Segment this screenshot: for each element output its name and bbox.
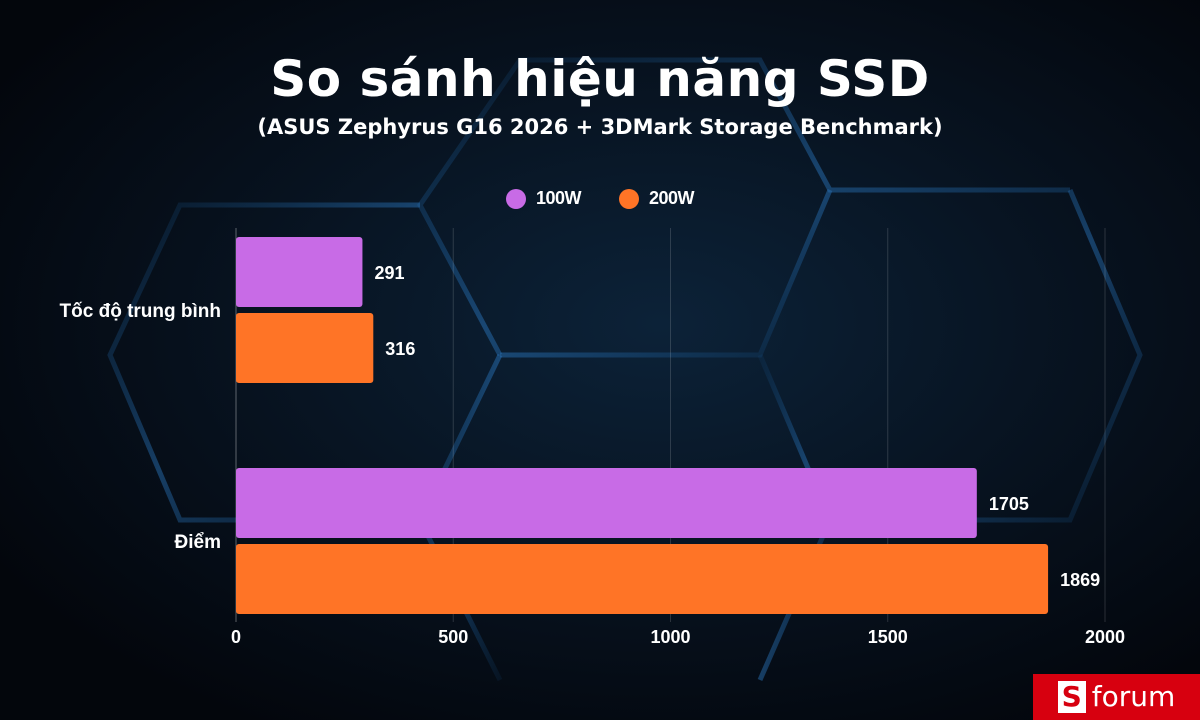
x-tick-label-1500: 1500 (868, 627, 908, 647)
legend-label-100w: 100W (535, 188, 582, 208)
category-label-0: Tốc độ trung bình (60, 301, 221, 322)
sforum-logo-mark: S (1057, 681, 1086, 713)
legend-swatch-100w (505, 188, 526, 209)
bar-100w-1 (236, 468, 977, 538)
category-label-1: Điểm (175, 532, 221, 553)
x-tick-label-500: 500 (438, 627, 468, 647)
data-label-100w-1: 1705 (989, 494, 1029, 514)
bar-100w-0 (236, 237, 363, 307)
legend-item-200w: 200W (619, 188, 695, 209)
legend-item-100w: 100W (505, 188, 582, 209)
legend-label-200w: 200W (649, 188, 695, 208)
bar-200w-1 (236, 544, 1049, 614)
legend: 100W 200W (0, 188, 1200, 209)
data-label-100w-0: 291 (374, 263, 404, 283)
data-label-200w-0: 316 (385, 339, 415, 359)
sforum-logo-text: forum (1091, 680, 1176, 713)
chart-title: So sánh hiệu năng SSD (270, 50, 930, 108)
x-tick-label-2000: 2000 (1085, 627, 1125, 647)
x-tick-label-0: 0 (231, 627, 241, 647)
sforum-logo: S forum (1033, 674, 1200, 720)
bar-200w-0 (236, 313, 374, 383)
legend-swatch-200w (619, 188, 639, 209)
chart-subtitle: (ASUS Zephyrus G16 2026 + 3DMark Storage… (257, 115, 943, 139)
x-tick-label-1000: 1000 (650, 627, 690, 647)
data-label-200w-1: 1869 (1060, 570, 1100, 590)
